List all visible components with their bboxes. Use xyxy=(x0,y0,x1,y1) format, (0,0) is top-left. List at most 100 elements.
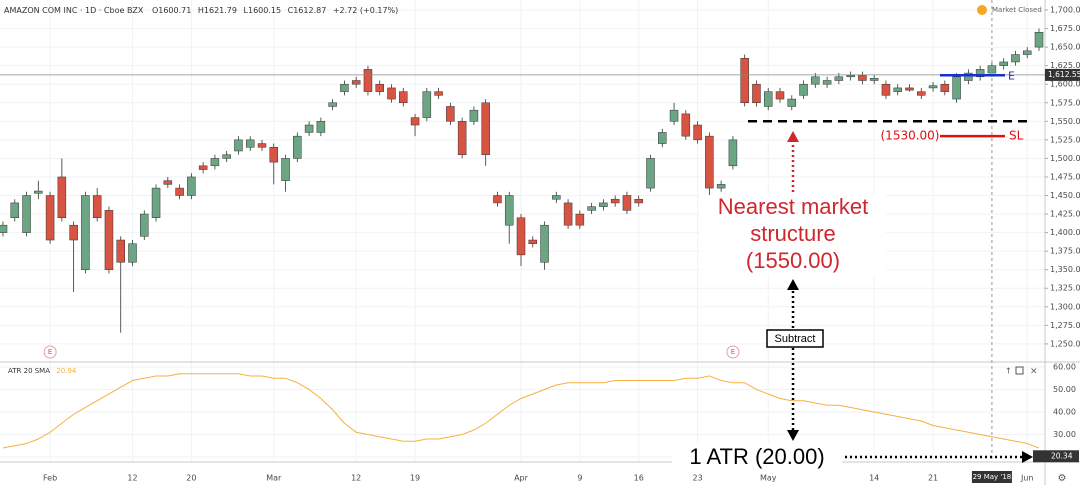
x-tick-label: 9 xyxy=(577,474,582,483)
x-tick-label: 19 xyxy=(410,474,420,483)
y-tick-label: 1,675.00 xyxy=(1050,24,1080,33)
candle-body xyxy=(975,69,985,78)
candle-body xyxy=(69,224,78,241)
subtract-box xyxy=(766,329,824,348)
candle-body xyxy=(387,87,396,100)
atr-legend: ATR 20 SMA 20.94 xyxy=(8,367,77,375)
x-tick-label: 20 xyxy=(186,474,196,483)
candle-body xyxy=(245,139,255,148)
candle-body xyxy=(493,195,502,204)
candle-body xyxy=(210,158,220,167)
candle-body xyxy=(234,139,243,152)
entry-label: E xyxy=(1008,69,1015,82)
structure-text-bg xyxy=(700,249,886,275)
candle-body xyxy=(140,213,149,237)
candle-body xyxy=(599,202,608,207)
ohlc-change: +2.72 (+0.17%) xyxy=(333,6,398,15)
candle-body xyxy=(57,176,67,219)
earnings-marker xyxy=(43,345,57,359)
y-tick-label: 1,650.00 xyxy=(1050,43,1080,52)
candle-body xyxy=(222,154,231,159)
candle-body xyxy=(1034,32,1044,48)
candle-body xyxy=(787,98,797,107)
candle-body xyxy=(434,91,443,96)
button-max[interactable] xyxy=(1015,366,1024,375)
candle-body xyxy=(964,72,973,81)
candle-body xyxy=(575,213,585,226)
candle-body xyxy=(622,195,632,211)
ohlc-close: C1612.87 xyxy=(288,6,327,15)
x-tick-label: 14 xyxy=(869,474,879,483)
candle-body xyxy=(705,135,714,189)
candle-body xyxy=(163,180,173,185)
ohlc-low: L1600.15 xyxy=(244,6,282,15)
plot xyxy=(0,28,1044,449)
candle-body xyxy=(198,165,208,170)
crosshair-date-tag xyxy=(971,471,1012,483)
candle-body xyxy=(905,87,914,91)
candle-body xyxy=(646,158,655,189)
ohlc-high: H1621.79 xyxy=(198,6,237,15)
candle-body xyxy=(316,121,326,133)
candle-body xyxy=(822,80,832,85)
candle-body xyxy=(728,139,738,167)
y-tick-label: 1,575.00 xyxy=(1050,98,1080,107)
candle-body xyxy=(811,76,820,85)
atr-text: 1 ATR (20.00) xyxy=(689,444,824,469)
atr-last-value: 20.34 xyxy=(1051,451,1073,460)
y-tick-label: 1,625.00 xyxy=(1050,61,1080,70)
crosshair-price-tag xyxy=(1045,68,1080,81)
candle-body xyxy=(34,190,43,194)
candle-body xyxy=(293,135,302,159)
candle-body xyxy=(469,109,479,122)
stop-label: SL xyxy=(1009,129,1024,143)
subtract-arrowhead-up xyxy=(787,279,799,290)
candle-body xyxy=(552,195,561,200)
candle-body xyxy=(1022,50,1032,55)
x-tick-label: Mar xyxy=(266,474,282,483)
candle-body xyxy=(858,75,867,81)
ohlc-open: O1600.71 xyxy=(152,6,191,15)
candle-body xyxy=(940,83,950,92)
y-tick-label: 1,525.00 xyxy=(1050,135,1080,144)
x-tick-label: 21 xyxy=(928,474,938,483)
candle-body xyxy=(257,143,267,148)
legend-value: 20.94 xyxy=(56,367,77,375)
y-tick-label: 60.00 xyxy=(1053,362,1076,371)
candle-body xyxy=(669,109,679,122)
candle-body xyxy=(917,91,926,96)
earnings-label: E xyxy=(48,348,52,356)
candle-body xyxy=(351,80,361,85)
button-up[interactable]: ↑ xyxy=(1005,367,1012,376)
x-tick-label: 12 xyxy=(127,474,137,483)
y-tick-label: 1,450.00 xyxy=(1050,191,1080,200)
x-tick-label: May xyxy=(760,474,777,483)
atr-last-tag xyxy=(1033,450,1079,463)
crosshair-date: 29 May '18 xyxy=(973,473,1012,481)
candle-body xyxy=(281,158,290,181)
y-tick-label: 1,550.00 xyxy=(1050,117,1080,126)
candle-body xyxy=(1011,54,1020,63)
candle-body xyxy=(540,224,549,263)
settings-icon[interactable]: ⚙ xyxy=(1058,473,1067,484)
candle-body xyxy=(563,202,573,226)
x-tick-label: Jun xyxy=(1020,474,1034,483)
candle-body xyxy=(740,57,749,104)
candle-body xyxy=(834,76,844,81)
candle-body xyxy=(45,195,55,241)
y-tick-label: 1,425.00 xyxy=(1050,210,1080,219)
y-tick-label: 1,250.00 xyxy=(1050,339,1080,348)
pane-buttons[interactable]: ↑ × xyxy=(1005,366,1038,377)
structure-text: (1550.00) xyxy=(746,248,840,273)
candle-body xyxy=(128,243,137,263)
button-close[interactable]: × xyxy=(1030,367,1038,377)
y-tick-label: 1,275.00 xyxy=(1050,321,1080,330)
candle-body xyxy=(269,147,279,163)
candle-body xyxy=(0,224,8,233)
y-tick-label: 1,400.00 xyxy=(1050,228,1080,237)
candle-body xyxy=(375,83,384,92)
status-icon xyxy=(977,5,987,15)
earnings-marker xyxy=(726,345,740,359)
candle-body xyxy=(81,195,90,270)
candle-body xyxy=(481,102,490,155)
